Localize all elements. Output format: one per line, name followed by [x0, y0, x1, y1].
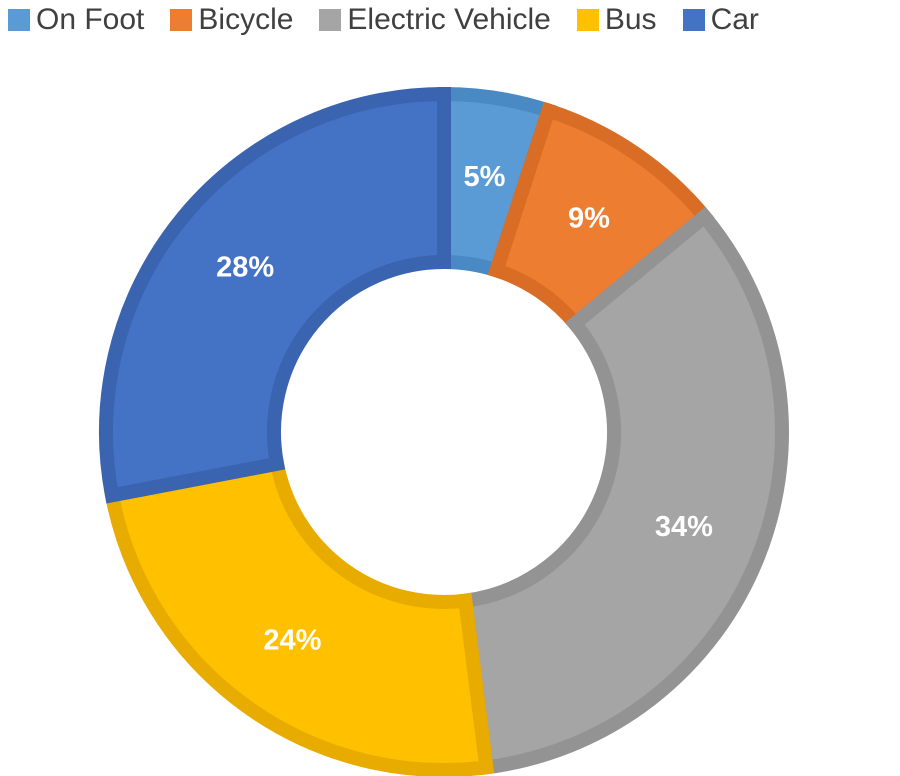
- legend-swatch-electric-vehicle: [319, 9, 342, 31]
- legend-label-electric-vehicle: Electric Vehicle: [347, 3, 551, 36]
- slice-label-electric-vehicle: 34%: [655, 511, 713, 543]
- legend-item-car[interactable]: Car: [682, 3, 759, 36]
- legend-swatch-bus: [576, 9, 599, 31]
- legend-label-bus: Bus: [604, 3, 657, 36]
- chart-legend: On Foot Bicycle Electric Vehicle Bus Car: [0, 0, 900, 40]
- legend-item-bicycle[interactable]: Bicycle: [170, 5, 293, 35]
- slice-bus[interactable]: [103, 455, 495, 776]
- legend-label-bicycle: Bicycle: [198, 3, 294, 36]
- legend-label-car: Car: [710, 3, 759, 36]
- slice-label-bus: 24%: [263, 625, 321, 657]
- slice-electric-vehicle[interactable]: [457, 206, 789, 776]
- slice-label-car: 28%: [216, 252, 274, 284]
- doughnut-labels: 5% 9% 34% 24% 28%: [216, 161, 713, 657]
- legend-item-electric-vehicle[interactable]: Electric Vehicle: [319, 3, 551, 36]
- legend-label-on-foot: On Foot: [36, 3, 145, 36]
- slice-car[interactable]: [99, 86, 451, 504]
- legend-swatch-on-foot: [8, 9, 30, 31]
- legend-item-bus[interactable]: Bus: [576, 3, 657, 36]
- slice-label-bicycle: 9%: [568, 203, 610, 235]
- legend-item-on-foot[interactable]: On Foot: [8, 5, 144, 35]
- legend-swatch-car: [682, 9, 705, 31]
- slice-label-on-foot: 5%: [463, 161, 505, 193]
- doughnut-slices: [99, 86, 789, 776]
- legend-swatch-bicycle: [170, 9, 193, 31]
